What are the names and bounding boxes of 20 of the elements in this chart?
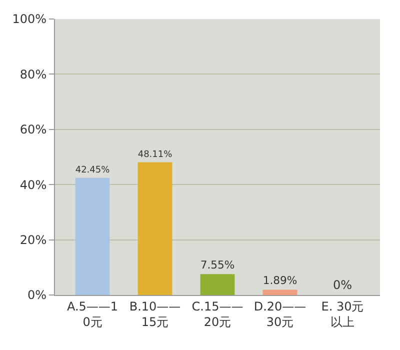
x-tick-label: B.10——15元	[129, 299, 181, 329]
y-tick-label: 40%	[20, 178, 47, 192]
x-tick-label: A.5——10元	[66, 299, 118, 329]
bar	[200, 274, 235, 295]
y-tick-label: 80%	[20, 67, 47, 82]
data-label: 0%	[332, 278, 352, 292]
x-tick-label: E. 30元以上	[321, 299, 364, 329]
data-label: 1.89%	[262, 274, 298, 288]
x-tick-label: C.15——20元	[192, 299, 244, 329]
bar	[138, 162, 172, 295]
bar	[262, 290, 298, 295]
bar	[75, 178, 110, 295]
y-tick-label: 100%	[12, 12, 47, 26]
data-label: 48.11%	[138, 150, 173, 160]
data-label: 42.45%	[75, 166, 110, 176]
y-tick-label: 60%	[20, 122, 47, 137]
y-tick-label: 0%	[28, 288, 47, 302]
x-tick-label: D.20——30元	[254, 299, 306, 329]
y-tick-label: 20%	[20, 233, 47, 247]
data-label: 7.55%	[200, 258, 235, 272]
